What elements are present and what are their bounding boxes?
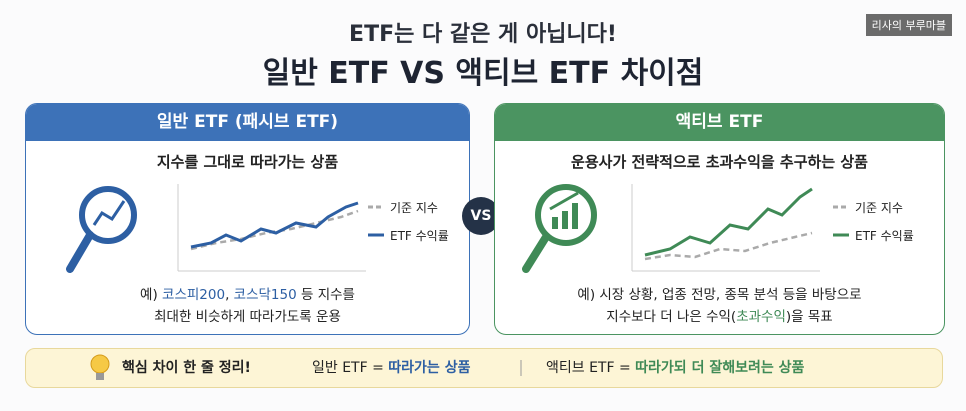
headline: 일반 ETF VS 액티브 ETF 차이점: [262, 56, 704, 91]
legend-entry: 기준 지수: [855, 201, 903, 215]
summary-bar: 핵심 차이 한 줄 정리! 일반 ETF = 따라가는 상품 액티브 ETF =…: [25, 348, 943, 388]
summary-item: 일반 ETF = 따라가는 상품: [312, 349, 470, 387]
desc-line: 예) 코스피200, 코스닥150 등 지수를: [26, 284, 469, 306]
active-panel: 액티브 ETF 운용사가 전략적으로 초과수익을 추구하는 상품 기준 지수 E…: [494, 103, 945, 335]
legend-entry: ETF 수익률: [855, 229, 914, 243]
description: 예) 시장 상황, 업종 전망, 종목 분석 등을 바탕으로 지수보다 더 나은…: [495, 284, 944, 328]
highlight: 코스닥150: [233, 287, 297, 303]
panel-title: 액티브 ETF: [495, 104, 944, 141]
illustration: [66, 184, 366, 273]
text: 일반 ETF =: [312, 360, 389, 376]
highlight: 따라가되 더 잘해보려는 상품: [635, 360, 805, 376]
panel-subtitle: 지수를 그대로 따라가는 상품: [156, 153, 339, 171]
legend-entry: ETF 수익률: [390, 229, 449, 243]
panel-subtitle: 운용사가 전략적으로 초과수익을 추구하는 상품: [571, 153, 868, 171]
separator: [520, 360, 522, 376]
summary-label: 핵심 차이 한 줄 정리!: [122, 360, 251, 376]
desc-line: 지수보다 더 나은 수익(초과수익)을 목표: [495, 306, 944, 328]
title: ETF는 다 같은 게 아닙니다!: [349, 22, 617, 47]
text: 등 지수를: [296, 287, 355, 303]
highlight: 초과수익: [736, 309, 786, 325]
text: ,: [225, 287, 234, 303]
panel-title: 일반 ETF (패시브 ETF): [26, 104, 469, 141]
illustration: [522, 184, 820, 273]
text: 지수보다 더 나은 수익(: [606, 309, 737, 325]
text: )을 목표: [785, 309, 833, 325]
legend-keys: [368, 205, 384, 237]
highlight: 코스피200: [162, 287, 226, 303]
passive-panel: 일반 ETF (패시브 ETF) 지수를 그대로 따라가는 상품 기준 지수 E…: [25, 103, 470, 335]
text: 액티브 ETF =: [546, 360, 636, 376]
text: 예): [140, 287, 163, 303]
description: 예) 코스피200, 코스닥150 등 지수를 최대한 비슷하게 따라가도록 운…: [26, 284, 469, 328]
highlight: 따라가는 상품: [388, 360, 471, 376]
vs-badge: VS: [462, 197, 500, 235]
desc-line: 최대한 비슷하게 따라가도록 운용: [154, 309, 341, 325]
bulb-icon: [90, 354, 110, 380]
desc-line: 예) 시장 상황, 업종 전망, 종목 분석 등을 바탕으로: [577, 287, 862, 303]
summary-item: 액티브 ETF = 따라가되 더 잘해보려는 상품: [546, 349, 804, 387]
watermark: 리사의 부루마블: [865, 14, 952, 36]
legend-keys: [833, 205, 849, 237]
legend-entry: 기준 지수: [390, 201, 438, 215]
